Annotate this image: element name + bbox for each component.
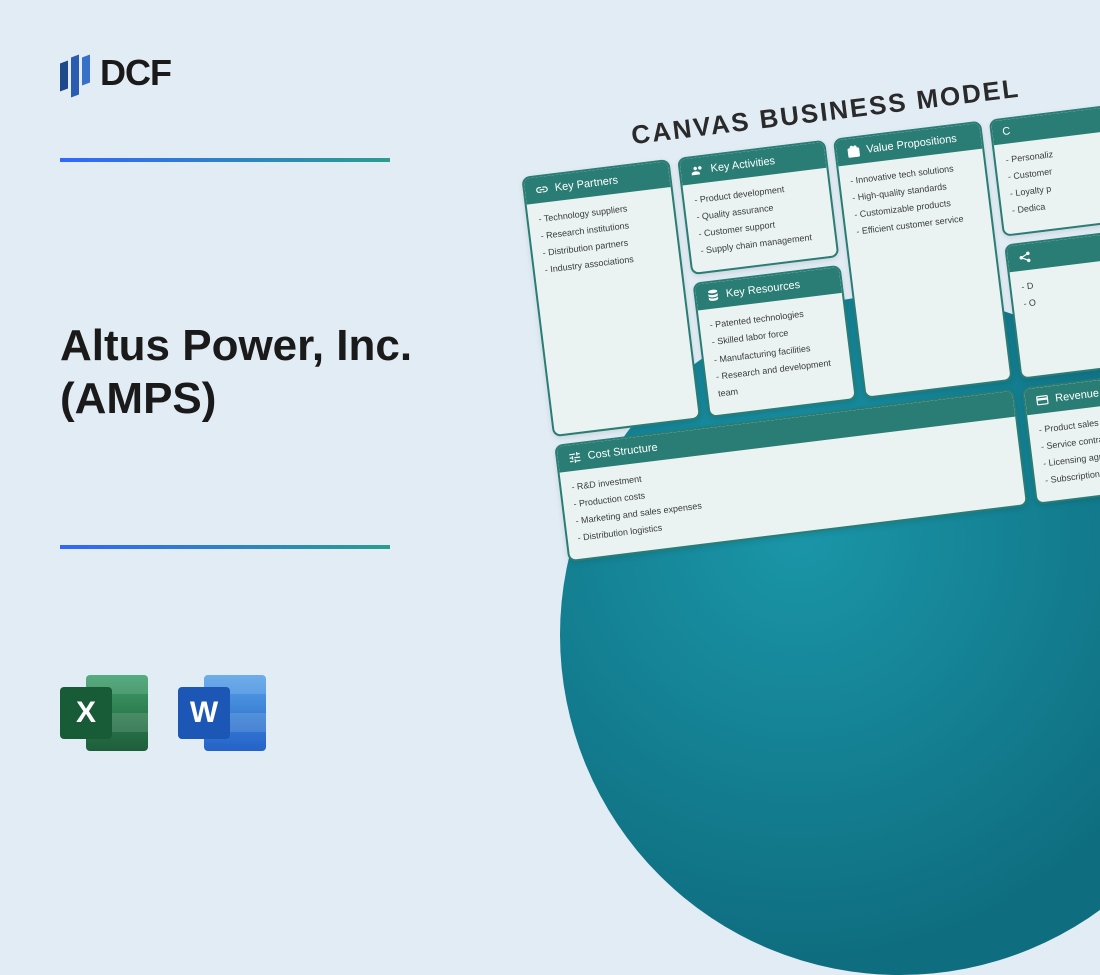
- block-label: Key Activities: [710, 155, 776, 175]
- block-body: Personaliz Customer Loyalty p Dedica: [994, 128, 1100, 233]
- business-model-canvas: CANVAS BUSINESS MODEL Key Partners Techn…: [516, 59, 1100, 563]
- logo-bars-icon: [60, 48, 90, 98]
- block-label: Key Partners: [554, 174, 619, 194]
- block-label: Cost Structure: [587, 441, 658, 461]
- app-icons-row: X W: [60, 669, 266, 757]
- block-key-activities: Key Activities Product development Quali…: [677, 140, 839, 276]
- block-key-partners: Key Partners Technology suppliers Resear…: [521, 159, 701, 437]
- logo-text: DCF: [100, 52, 171, 94]
- block-body: Innovative tech solutions High-quality s…: [838, 149, 993, 254]
- link-icon: [534, 182, 550, 198]
- block-revenue-streams: Revenue S Product sales Service contract…: [1022, 369, 1100, 505]
- people-icon: [690, 163, 706, 179]
- excel-letter: X: [60, 687, 112, 739]
- block-body: Product development Quality assurance Cu…: [683, 168, 838, 273]
- block-value-propositions: Value Propositions Innovative tech solut…: [833, 121, 1013, 399]
- excel-icon: X: [60, 669, 148, 757]
- gift-icon: [846, 144, 862, 160]
- word-icon: W: [178, 669, 266, 757]
- block-label: Revenue S: [1055, 386, 1100, 405]
- block-channels: D O: [1004, 227, 1100, 380]
- block-body: Product sales Service contracts Licensin…: [1027, 397, 1100, 502]
- block-label: C: [1002, 125, 1011, 138]
- block-body: Technology suppliers Research institutio…: [527, 187, 682, 292]
- database-icon: [705, 288, 721, 304]
- divider-bottom: [60, 545, 390, 549]
- divider-top: [60, 158, 390, 162]
- block-body: Patented technologies Skilled labor forc…: [698, 293, 855, 415]
- block-customer-relations: C Personaliz Customer Loyalty p Dedica: [989, 102, 1100, 238]
- block-label: Key Resources: [725, 279, 801, 300]
- block-key-resources: Key Resources Patented technologies Skil…: [693, 265, 857, 418]
- share-icon: [1017, 250, 1033, 266]
- sliders-icon: [567, 450, 583, 466]
- page-title: Altus Power, Inc. (AMPS): [60, 320, 510, 426]
- word-letter: W: [178, 687, 230, 739]
- dcf-logo: DCF: [60, 48, 171, 98]
- card-icon: [1035, 392, 1051, 408]
- block-label: Value Propositions: [866, 133, 958, 156]
- canvas-grid: Key Partners Technology suppliers Resear…: [521, 102, 1100, 563]
